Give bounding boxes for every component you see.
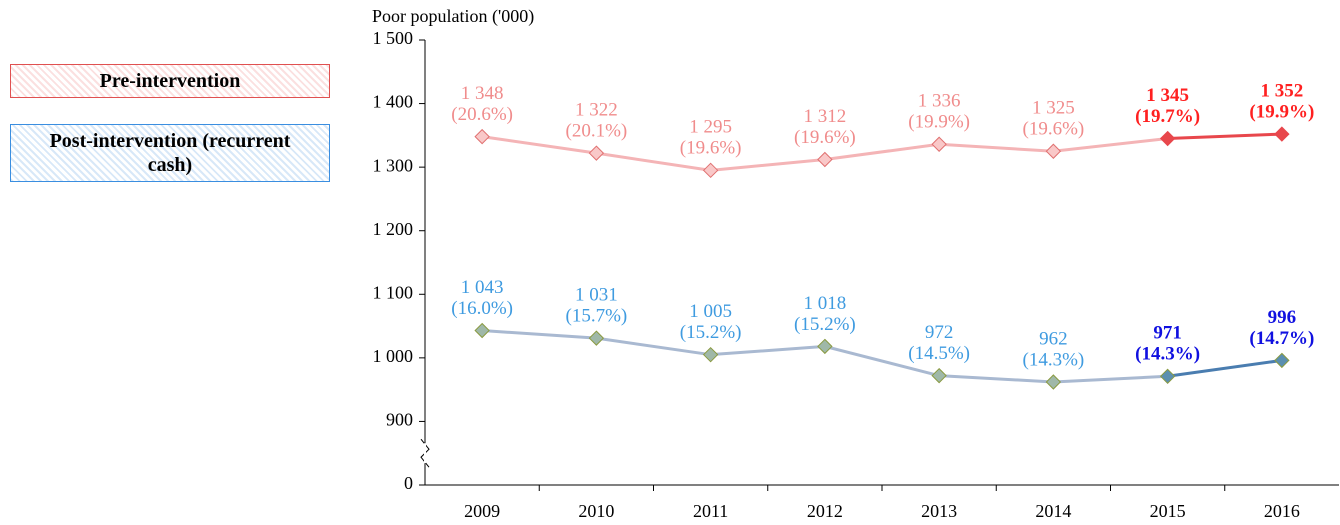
- data-label-share: (20.6%): [451, 104, 513, 125]
- y-axis-title: Poor population ('000): [372, 6, 534, 27]
- marker: [1045, 374, 1062, 390]
- x-tick-label: 2016: [1264, 501, 1300, 521]
- marker: [817, 151, 833, 168]
- y-tick-label: 1 500: [373, 28, 414, 48]
- x-tick-label: 2013: [921, 501, 957, 521]
- x-tick-label: 2009: [464, 501, 500, 521]
- data-label-share: (14.3%): [1023, 349, 1085, 370]
- data-label-share: (19.6%): [1023, 119, 1085, 140]
- data-label-share: (19.9%): [1249, 101, 1314, 122]
- data-label-share: (19.6%): [680, 138, 742, 159]
- data-label: 1 345: [1146, 85, 1189, 106]
- data-label-share: (15.2%): [680, 322, 742, 343]
- y-tick-label: 1 400: [373, 92, 414, 112]
- data-label-share: (20.1%): [566, 121, 628, 142]
- x-tick-label: 2012: [807, 501, 843, 521]
- data-label: 1 322: [575, 100, 618, 121]
- data-label: 972: [925, 322, 954, 343]
- data-label: 1 312: [804, 106, 847, 127]
- data-label: 1 348: [461, 83, 504, 104]
- y-tick-label: 1 000: [373, 346, 414, 366]
- data-label: 1 031: [575, 285, 618, 306]
- data-label: 1 018: [804, 293, 847, 314]
- legend-entry: Pre-intervention: [10, 64, 330, 98]
- marker: [1274, 352, 1290, 369]
- data-label: 1 295: [689, 117, 732, 138]
- y-tick-label: 900: [386, 410, 413, 430]
- marker: [474, 322, 490, 339]
- legend-entry: Post-intervention (recurrent cash): [10, 124, 330, 182]
- data-label: 1 005: [689, 301, 732, 322]
- data-label-share: (14.3%): [1135, 344, 1200, 365]
- line-emphasis: [1167, 132, 1282, 141]
- x-tick-label: 2011: [693, 501, 728, 521]
- marker: [1274, 126, 1290, 142]
- axis-break-gap: [424, 443, 426, 464]
- marker: [588, 145, 605, 161]
- data-label-share: (19.7%): [1135, 106, 1200, 127]
- line-emphasis: [1167, 358, 1283, 378]
- y-tick-label: 1 300: [373, 155, 414, 175]
- marker: [702, 346, 719, 363]
- data-label: 962: [1039, 328, 1068, 349]
- data-label-share: (19.6%): [794, 127, 856, 148]
- marker: [931, 367, 947, 384]
- marker: [588, 330, 605, 346]
- marker: [702, 162, 719, 179]
- data-label: 996: [1268, 307, 1297, 328]
- data-label: 1 352: [1261, 80, 1304, 101]
- marker: [1159, 368, 1176, 385]
- marker: [1045, 143, 1062, 159]
- marker: [474, 128, 490, 145]
- data-label: 1 336: [918, 91, 961, 112]
- data-label-share: (14.5%): [908, 343, 970, 364]
- data-label: 1 043: [461, 277, 504, 298]
- data-label-share: (19.9%): [908, 112, 970, 133]
- data-label: 971: [1153, 323, 1182, 344]
- x-tick-label: 2015: [1150, 501, 1186, 521]
- data-label-share: (16.0%): [451, 298, 513, 319]
- data-label-share: (15.2%): [794, 314, 856, 335]
- marker: [817, 338, 833, 355]
- x-tick-label: 2010: [578, 501, 614, 521]
- marker: [1159, 130, 1176, 147]
- data-label-share: (14.7%): [1249, 328, 1314, 349]
- x-tick-label: 2014: [1035, 501, 1071, 521]
- data-label-share: (15.7%): [566, 306, 628, 327]
- data-label: 1 325: [1032, 98, 1075, 119]
- marker: [931, 136, 947, 152]
- y-tick-label: 0: [404, 473, 413, 493]
- y-tick-label: 1 200: [373, 219, 414, 239]
- y-tick-label: 1 100: [373, 282, 414, 302]
